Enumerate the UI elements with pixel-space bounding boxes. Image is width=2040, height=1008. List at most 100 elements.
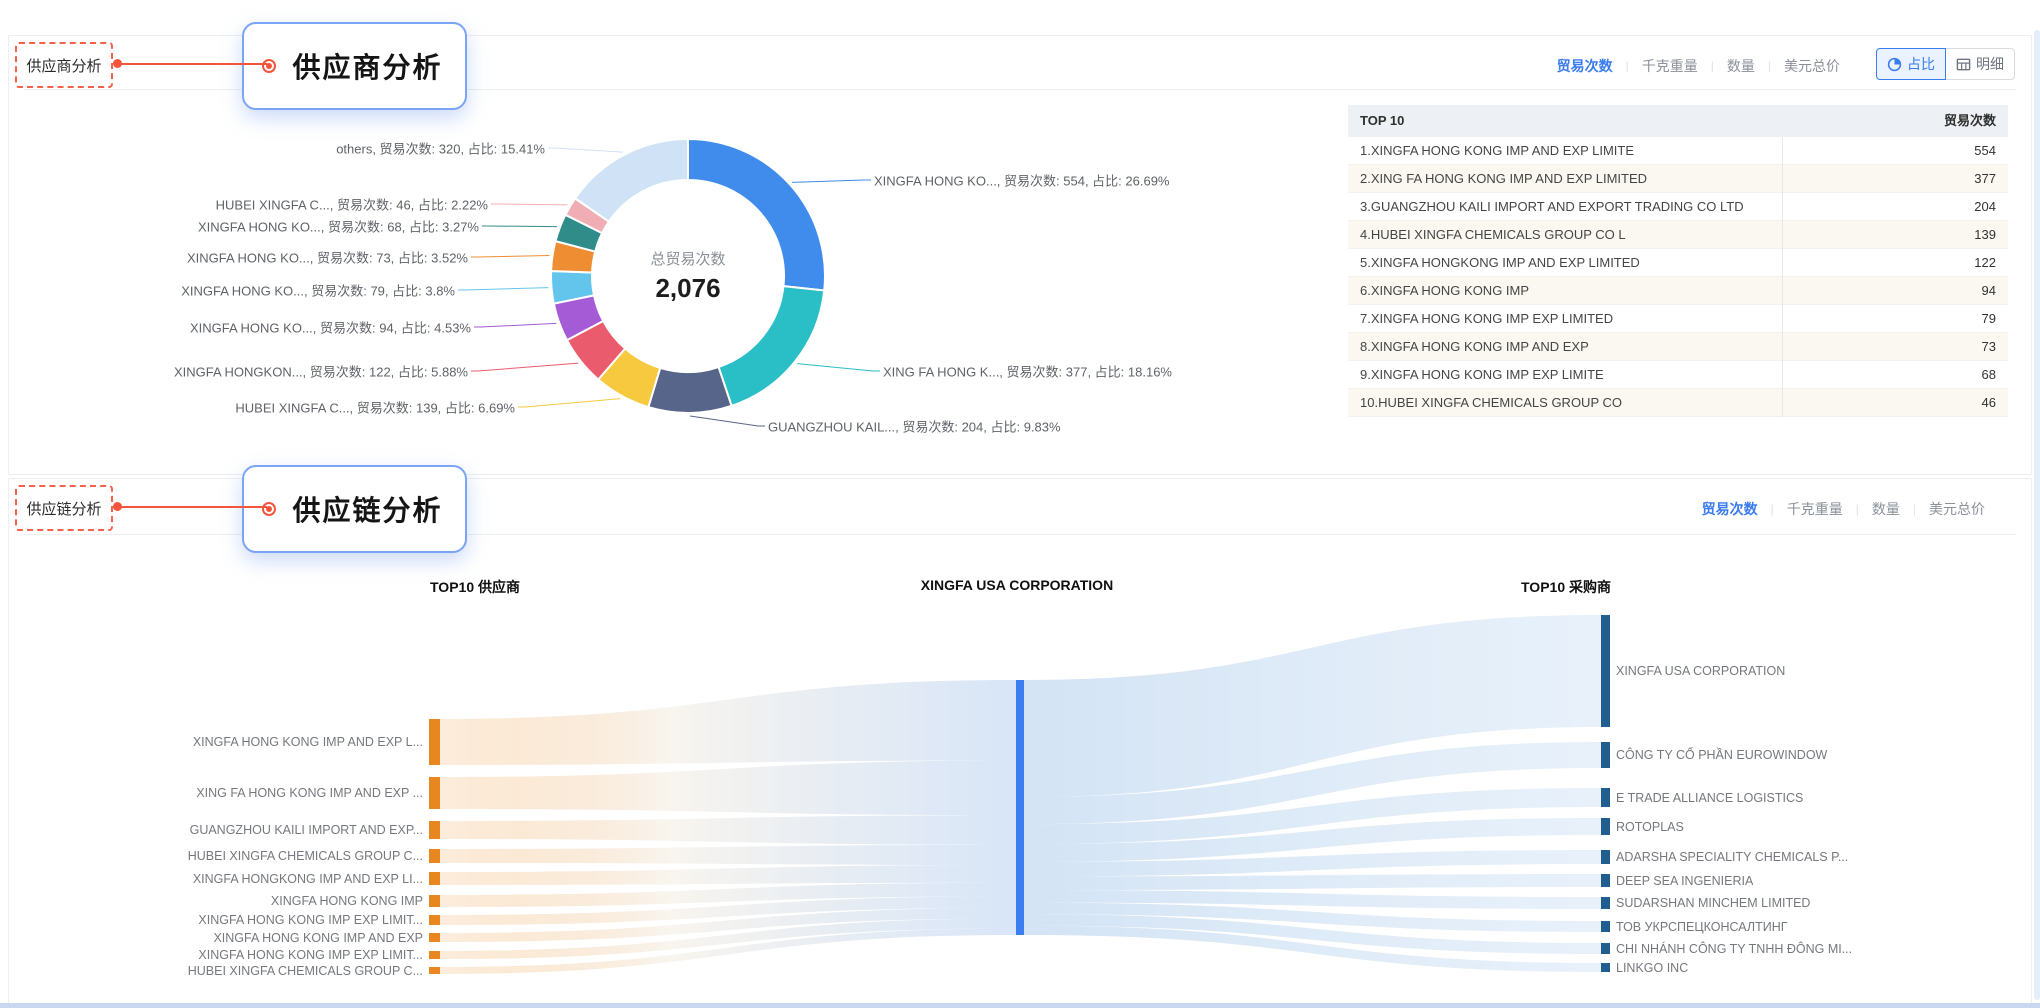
donut-slice-label: XINGFA HONG KO..., 贸易次数: 68, 占比: 3.27%: [197, 219, 479, 235]
section-anchor-label: 供应链分析: [26, 500, 102, 518]
trade-count-value: 204: [1974, 199, 1996, 214]
table-icon: [1956, 58, 1971, 70]
donut-slice-label: HUBEI XINGFA C..., 贸易次数: 46, 占比: 2.22%: [215, 197, 488, 213]
table-row[interactable]: 3.GUANGZHOU KAILI IMPORT AND EXPORT TRAD…: [1348, 193, 2008, 221]
metric-tab-2[interactable]: 千克重量: [1786, 501, 1843, 517]
connector-dot-icon: [113, 59, 122, 68]
sankey-supplier-label: XING FA HONG KONG IMP AND EXP ...: [196, 786, 423, 800]
tab-separator: |: [1767, 59, 1771, 73]
section-anchor-supplier: 供应商分析: [15, 42, 113, 88]
trade-count-value: 139: [1974, 227, 1996, 242]
table-body: 1.XINGFA HONG KONG IMP AND EXP LIMITE 554…: [1348, 137, 2008, 417]
supplier-name: 3.GUANGZHOU KAILI IMPORT AND EXPORT TRAD…: [1360, 199, 1744, 214]
table-row[interactable]: 2.XING FA HONG KONG IMP AND EXP LIMITED 3…: [1348, 165, 2008, 193]
sankey-buyer-label: CÔNG TY CỔ PHẦN EUROWINDOW: [1616, 748, 1828, 762]
donut-slice-label: GUANGZHOU KAIL..., 贸易次数: 204, 占比: 9.83%: [768, 419, 1061, 435]
sankey-buyer-label: XINGFA USA CORPORATION: [1616, 664, 1786, 678]
table-row[interactable]: 1.XINGFA HONG KONG IMP AND EXP LIMITE 554: [1348, 137, 2008, 165]
detail-view-button[interactable]: 明细: [1945, 48, 2015, 80]
target-ring-icon: [262, 59, 276, 73]
sankey-buyer-label: E TRADE ALLIANCE LOGISTICS: [1616, 790, 1804, 805]
supplier-metric-tabs: 贸易次数 | 千克重量 | 数量 | 美元总价: [1557, 56, 1840, 76]
sankey-supplier-label: XINGFA HONG KONG IMP AND EXP: [213, 930, 423, 945]
donut-slice-label: XINGFA HONG KO..., 贸易次数: 94, 占比: 4.53%: [189, 320, 471, 336]
supplier-name: 2.XING FA HONG KONG IMP AND EXP LIMITED: [1360, 171, 1648, 186]
supplier-name: 4.HUBEI XINGFA CHEMICALS GROUP CO L: [1360, 227, 1626, 242]
supplychain-metric-tabs: 贸易次数 | 千克重量 | 数量 | 美元总价: [1702, 499, 1985, 519]
tab-separator: |: [1625, 59, 1629, 73]
supplier-callout: 供应商分析: [242, 22, 467, 110]
supplier-name: 9.XINGFA HONG KONG IMP EXP LIMITE: [1360, 367, 1604, 382]
horizontal-scrollbar[interactable]: [0, 1003, 2040, 1008]
donut-slice-label: XINGFA HONGKON..., 贸易次数: 122, 占比: 5.88%: [173, 364, 468, 380]
donut-slice-label: HUBEI XINGFA C..., 贸易次数: 139, 占比: 6.69%: [235, 400, 515, 416]
sankey-supplier-label: GUANGZHOU KAILI IMPORT AND EXP...: [189, 823, 423, 837]
detail-view-label: 明细: [1976, 56, 2004, 72]
table-row[interactable]: 10.HUBEI XINGFA CHEMICALS GROUP CO 46: [1348, 389, 2008, 417]
sankey-column-buyers: TOP10 采购商: [1521, 579, 1611, 595]
metric-tab-4[interactable]: 美元总价: [1929, 501, 1985, 517]
donut-center-value: 2,076: [655, 273, 721, 303]
supplier-name: 6.XINGFA HONG KONG IMP: [1360, 283, 1530, 298]
header-divider: [24, 534, 2016, 535]
donut-slice-label: XING FA HONG K..., 贸易次数: 377, 占比: 18.16%: [883, 364, 1172, 380]
pie-chart-icon: [1887, 57, 1902, 71]
donut-slice-label: XINGFA HONG KO..., 贸易次数: 79, 占比: 3.8%: [181, 283, 455, 299]
supplier-name: 8.XINGFA HONG KONG IMP AND EXP: [1360, 339, 1589, 354]
sankey-column-middle: XINGFA USA CORPORATION: [920, 577, 1114, 593]
sankey-buyer-label: CHI NHÁNH CÔNG TY TNHH ĐÔNG MI...: [1616, 941, 1853, 956]
metric-tab-1[interactable]: 贸易次数: [1556, 58, 1613, 74]
trade-count-value: 122: [1974, 255, 1996, 270]
metric-tab-3[interactable]: 数量: [1726, 58, 1755, 74]
donut-center: 总贸易次数 2,076: [650, 248, 725, 304]
table-row[interactable]: 9.XINGFA HONG KONG IMP EXP LIMITE 68: [1348, 361, 2008, 389]
sankey-supplier-label: HUBEI XINGFA CHEMICALS GROUP C...: [187, 963, 423, 978]
top10-table: TOP 10 贸易次数 1.XINGFA HONG KONG IMP AND E…: [1348, 105, 2008, 417]
table-column-divider: [1782, 137, 1783, 417]
trade-count-value: 73: [1981, 339, 1996, 354]
sankey-buyer-label: LINKGO INC: [1616, 960, 1689, 975]
callout-title: 供应链分析: [292, 495, 443, 526]
vertical-scrollbar[interactable]: [2034, 30, 2040, 1000]
sankey-buyer-label: ADARSHA SPECIALITY CHEMICALS P...: [1616, 850, 1849, 864]
connector-line: [117, 63, 267, 65]
table-header: TOP 10 贸易次数: [1348, 105, 2008, 137]
sankey-supplier-label: XINGFA HONG KONG IMP EXP LIMIT...: [198, 948, 423, 962]
tab-separator: |: [1770, 502, 1774, 516]
sankey-buyer-label: ТОВ УКРСПЕЦКОНСАЛТИНГ: [1616, 919, 1788, 934]
sankey-supplier-label: XINGFA HONG KONG IMP EXP LIMIT...: [198, 913, 423, 927]
table-row[interactable]: 5.XINGFA HONGKONG IMP AND EXP LIMITED 122: [1348, 249, 2008, 277]
callout-title: 供应商分析: [292, 52, 443, 83]
trade-count-value: 68: [1981, 367, 1996, 382]
table-row[interactable]: 4.HUBEI XINGFA CHEMICALS GROUP CO L 139: [1348, 221, 2008, 249]
table-row[interactable]: 6.XINGFA HONG KONG IMP 94: [1348, 277, 2008, 305]
section-anchor-label: 供应商分析: [26, 57, 102, 75]
trade-count-value: 79: [1981, 311, 1996, 326]
table-row[interactable]: 7.XINGFA HONG KONG IMP EXP LIMITED 79: [1348, 305, 2008, 333]
metric-tab-2[interactable]: 千克重量: [1641, 58, 1698, 74]
sankey-supplier-label: XINGFA HONG KONG IMP: [270, 894, 423, 908]
sankey-supplier-label: XINGFA HONG KONG IMP AND EXP L...: [192, 735, 423, 749]
trade-count-value: 554: [1974, 143, 1996, 158]
trade-count-value: 46: [1981, 395, 1996, 410]
tab-separator: |: [1912, 502, 1916, 516]
section-anchor-supplychain: 供应链分析: [15, 485, 113, 531]
tab-separator: |: [1710, 59, 1714, 73]
donut-slice-label: XINGFA HONG KO..., 贸易次数: 554, 占比: 26.69%: [874, 173, 1170, 189]
ratio-view-label: 占比: [1907, 56, 1935, 72]
sankey-supplier-label: HUBEI XINGFA CHEMICALS GROUP C...: [187, 849, 423, 863]
sankey-column-suppliers: TOP10 供应商: [430, 579, 520, 595]
supplier-name: 5.XINGFA HONGKONG IMP AND EXP LIMITED: [1360, 255, 1640, 270]
trade-count-value: 94: [1981, 283, 1996, 298]
sankey-buyer-label: DEEP SEA INGENIERIA: [1616, 873, 1754, 888]
table-row[interactable]: 8.XINGFA HONG KONG IMP AND EXP 73: [1348, 333, 2008, 361]
ratio-view-button[interactable]: 占比: [1876, 48, 1946, 80]
table-header-metric: 贸易次数: [1943, 113, 1996, 128]
sankey-buyer-label: SUDARSHAN MINCHEM LIMITED: [1616, 896, 1811, 910]
metric-tab-1[interactable]: 贸易次数: [1701, 501, 1758, 517]
metric-tab-4[interactable]: 美元总价: [1784, 58, 1840, 74]
supplier-name: 1.XINGFA HONG KONG IMP AND EXP LIMITE: [1360, 143, 1635, 158]
metric-tab-3[interactable]: 数量: [1871, 501, 1900, 517]
connector-dot-icon: [113, 502, 122, 511]
